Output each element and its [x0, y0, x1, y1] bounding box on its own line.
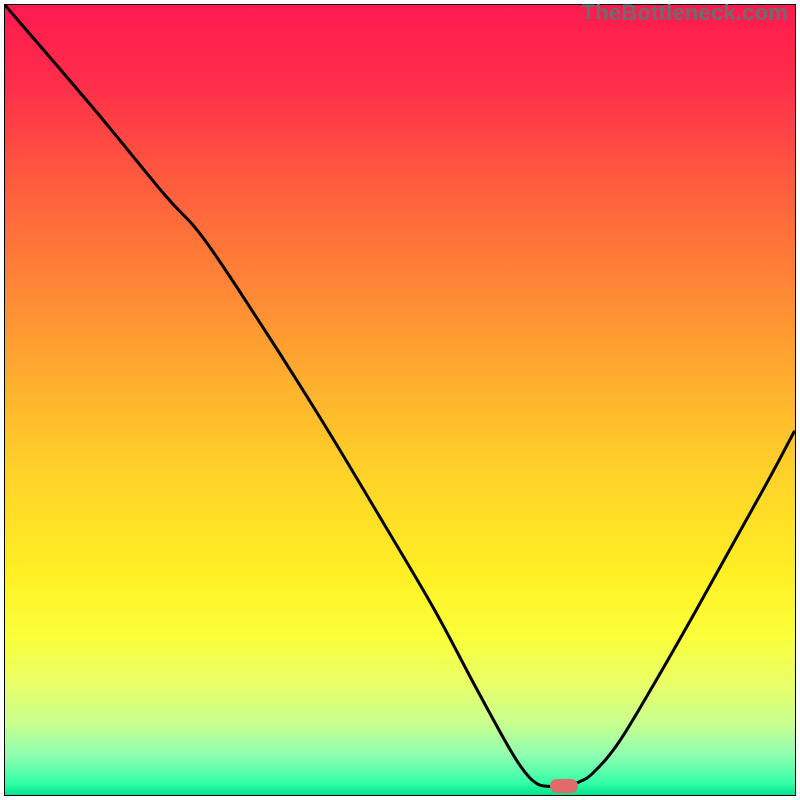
chart-background	[5, 5, 795, 795]
chart-svg	[4, 4, 796, 796]
chart-frame	[4, 4, 796, 796]
optimal-marker	[550, 779, 578, 793]
chart-container: TheBottleneck.com	[0, 0, 800, 800]
watermark-text: TheBottleneck.com	[582, 0, 788, 26]
